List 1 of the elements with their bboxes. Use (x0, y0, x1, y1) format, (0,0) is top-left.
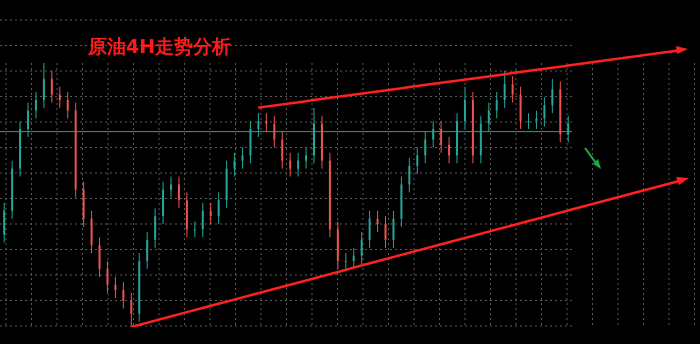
chart-title: 原油4H走势分析 (88, 35, 232, 60)
